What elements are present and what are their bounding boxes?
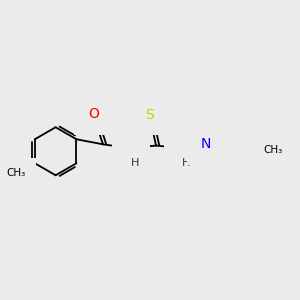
Text: H: H	[130, 158, 139, 168]
Text: N: N	[126, 150, 136, 164]
Text: O: O	[88, 107, 99, 121]
Text: S: S	[146, 108, 154, 122]
Text: N: N	[177, 149, 188, 163]
Text: H: H	[182, 158, 190, 168]
Text: CH₃: CH₃	[6, 168, 26, 178]
Text: CH₃: CH₃	[263, 145, 283, 155]
Text: N: N	[201, 137, 211, 151]
